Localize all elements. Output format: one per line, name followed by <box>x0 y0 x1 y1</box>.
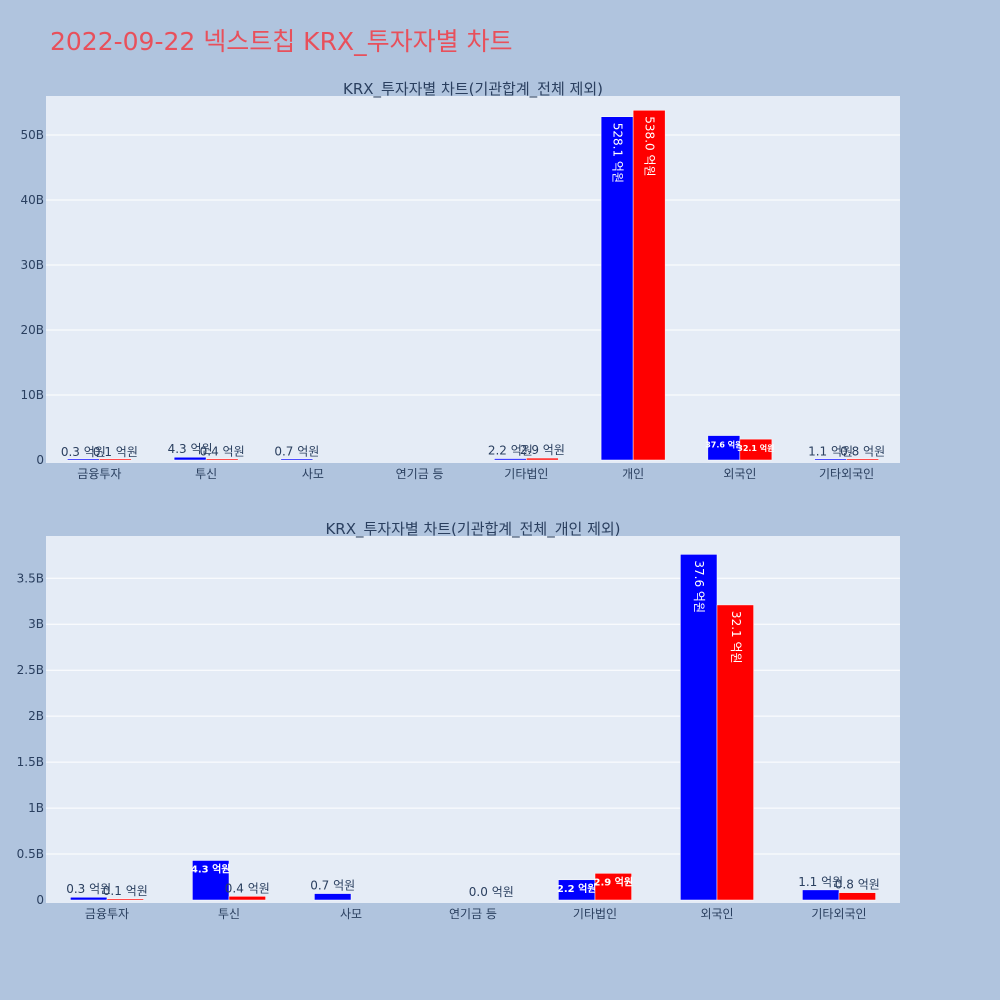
bar <box>707 435 741 461</box>
chart-1: 0 10B 20B 30B 40B 50B KRX_투자자별 차트(기관합계_전체 제외) 금… <box>20 80 900 481</box>
x-tick-label: 금융투자 <box>85 907 129 921</box>
bar <box>838 892 876 901</box>
x-tick-label: 기타법인 <box>504 467 548 481</box>
data-label: 0.3 억원 <box>66 882 111 896</box>
data-label: 528.1 억원 <box>611 123 625 183</box>
data-label: 0.0 억원 <box>469 885 514 899</box>
plot-area <box>46 96 900 463</box>
bar <box>106 898 144 901</box>
data-label: 37.6 억원 <box>705 440 742 450</box>
data-label: 1.1 억원 <box>808 444 853 458</box>
bar <box>228 896 266 901</box>
bar <box>494 458 527 461</box>
y-tick-label: 50B <box>20 128 44 142</box>
data-label: 32.1 억원 <box>729 611 743 664</box>
bar <box>802 889 840 901</box>
y-tick-label: 0.5B <box>17 847 44 861</box>
data-label: 0.1 억원 <box>103 884 148 898</box>
bar <box>716 604 754 901</box>
y-tick-label: 10B <box>20 388 44 402</box>
x-tick-label: 사모 <box>340 907 362 921</box>
data-label: 37.6 억원 <box>692 560 706 613</box>
bar <box>600 116 634 461</box>
x-tick-label: 외국인 <box>700 907 733 921</box>
y-tick-label: 20B <box>20 323 44 337</box>
bar <box>280 458 314 461</box>
bar <box>67 458 100 461</box>
bar <box>846 458 879 461</box>
y-tick-label: 1.5B <box>17 755 44 769</box>
x-tick-label: 개인 <box>622 467 644 481</box>
data-label: 2.9 억원 <box>520 443 565 457</box>
data-label: 0.4 억원 <box>200 445 245 459</box>
x-tick-label: 투신 <box>195 467 217 481</box>
data-label: 0.7 억원 <box>310 879 355 893</box>
data-label: 1.1 억원 <box>798 875 843 889</box>
bar <box>70 896 108 901</box>
data-label: 2.9 억원 <box>593 875 633 888</box>
data-label: 0.8 억원 <box>840 444 885 458</box>
x-tick-label: 금융투자 <box>77 467 121 481</box>
page-title: 2022-09-22 넥스트칩 KRX_투자자별 차트 <box>50 27 513 56</box>
data-label: 32.1 억원 <box>737 443 774 453</box>
x-tick-label: 기타외국인 <box>811 907 866 921</box>
bar <box>314 893 352 901</box>
y-tick-label: 30B <box>20 258 44 272</box>
x-tick-label: 연기금 등 <box>449 907 497 921</box>
bar <box>99 458 132 461</box>
bar <box>814 458 847 461</box>
bar <box>192 860 230 901</box>
data-label: 0.7 억원 <box>274 445 319 459</box>
bar <box>594 873 632 901</box>
x-tick-label: 연기금 등 <box>396 467 444 481</box>
bar <box>739 438 773 461</box>
chart-title: KRX_투자자별 차트(기관합계_전체 제외) <box>343 80 603 99</box>
bar <box>632 110 666 461</box>
x-tick-label: 사모 <box>302 467 324 481</box>
bar <box>205 458 239 461</box>
data-label: 2.2 억원 <box>488 444 533 458</box>
x-tick-label: 기타외국인 <box>819 467 874 481</box>
data-label: 0.1 억원 <box>93 445 138 459</box>
x-tick-label: 기타법인 <box>573 907 617 921</box>
y-tick-label: 2B <box>28 709 44 723</box>
y-tick-label: 0 <box>36 893 44 907</box>
chart-2: 0 0.5B 1B 1.5B 2B 2.5B 3B 3.5B KRX_투자자별 차트(기관합계_… <box>17 520 900 921</box>
plot-area <box>46 536 900 903</box>
data-label: 538.0 억원 <box>643 116 657 176</box>
x-tick-label: 외국인 <box>723 467 756 481</box>
data-label: 0.8 억원 <box>835 878 880 892</box>
data-label: 4.3 억원 <box>191 862 231 875</box>
y-tick-label: 0 <box>36 453 44 467</box>
bar <box>680 554 718 901</box>
y-tick-label: 40B <box>20 193 44 207</box>
y-tick-label: 3B <box>28 617 44 631</box>
y-tick-label: 1B <box>28 801 44 815</box>
y-tick-label: 3.5B <box>17 571 44 585</box>
data-label: 2.2 억원 <box>557 882 597 895</box>
chart-title: KRX_투자자별 차트(기관합계_전체_개인 제외) <box>325 520 620 539</box>
data-label: 4.3 억원 <box>168 442 213 456</box>
x-tick-label: 투신 <box>218 907 240 921</box>
y-tick-label: 2.5B <box>17 663 44 677</box>
data-label: 0.3 억원 <box>61 445 106 459</box>
bar <box>526 457 559 461</box>
data-label: 0.4 억원 <box>225 881 270 895</box>
